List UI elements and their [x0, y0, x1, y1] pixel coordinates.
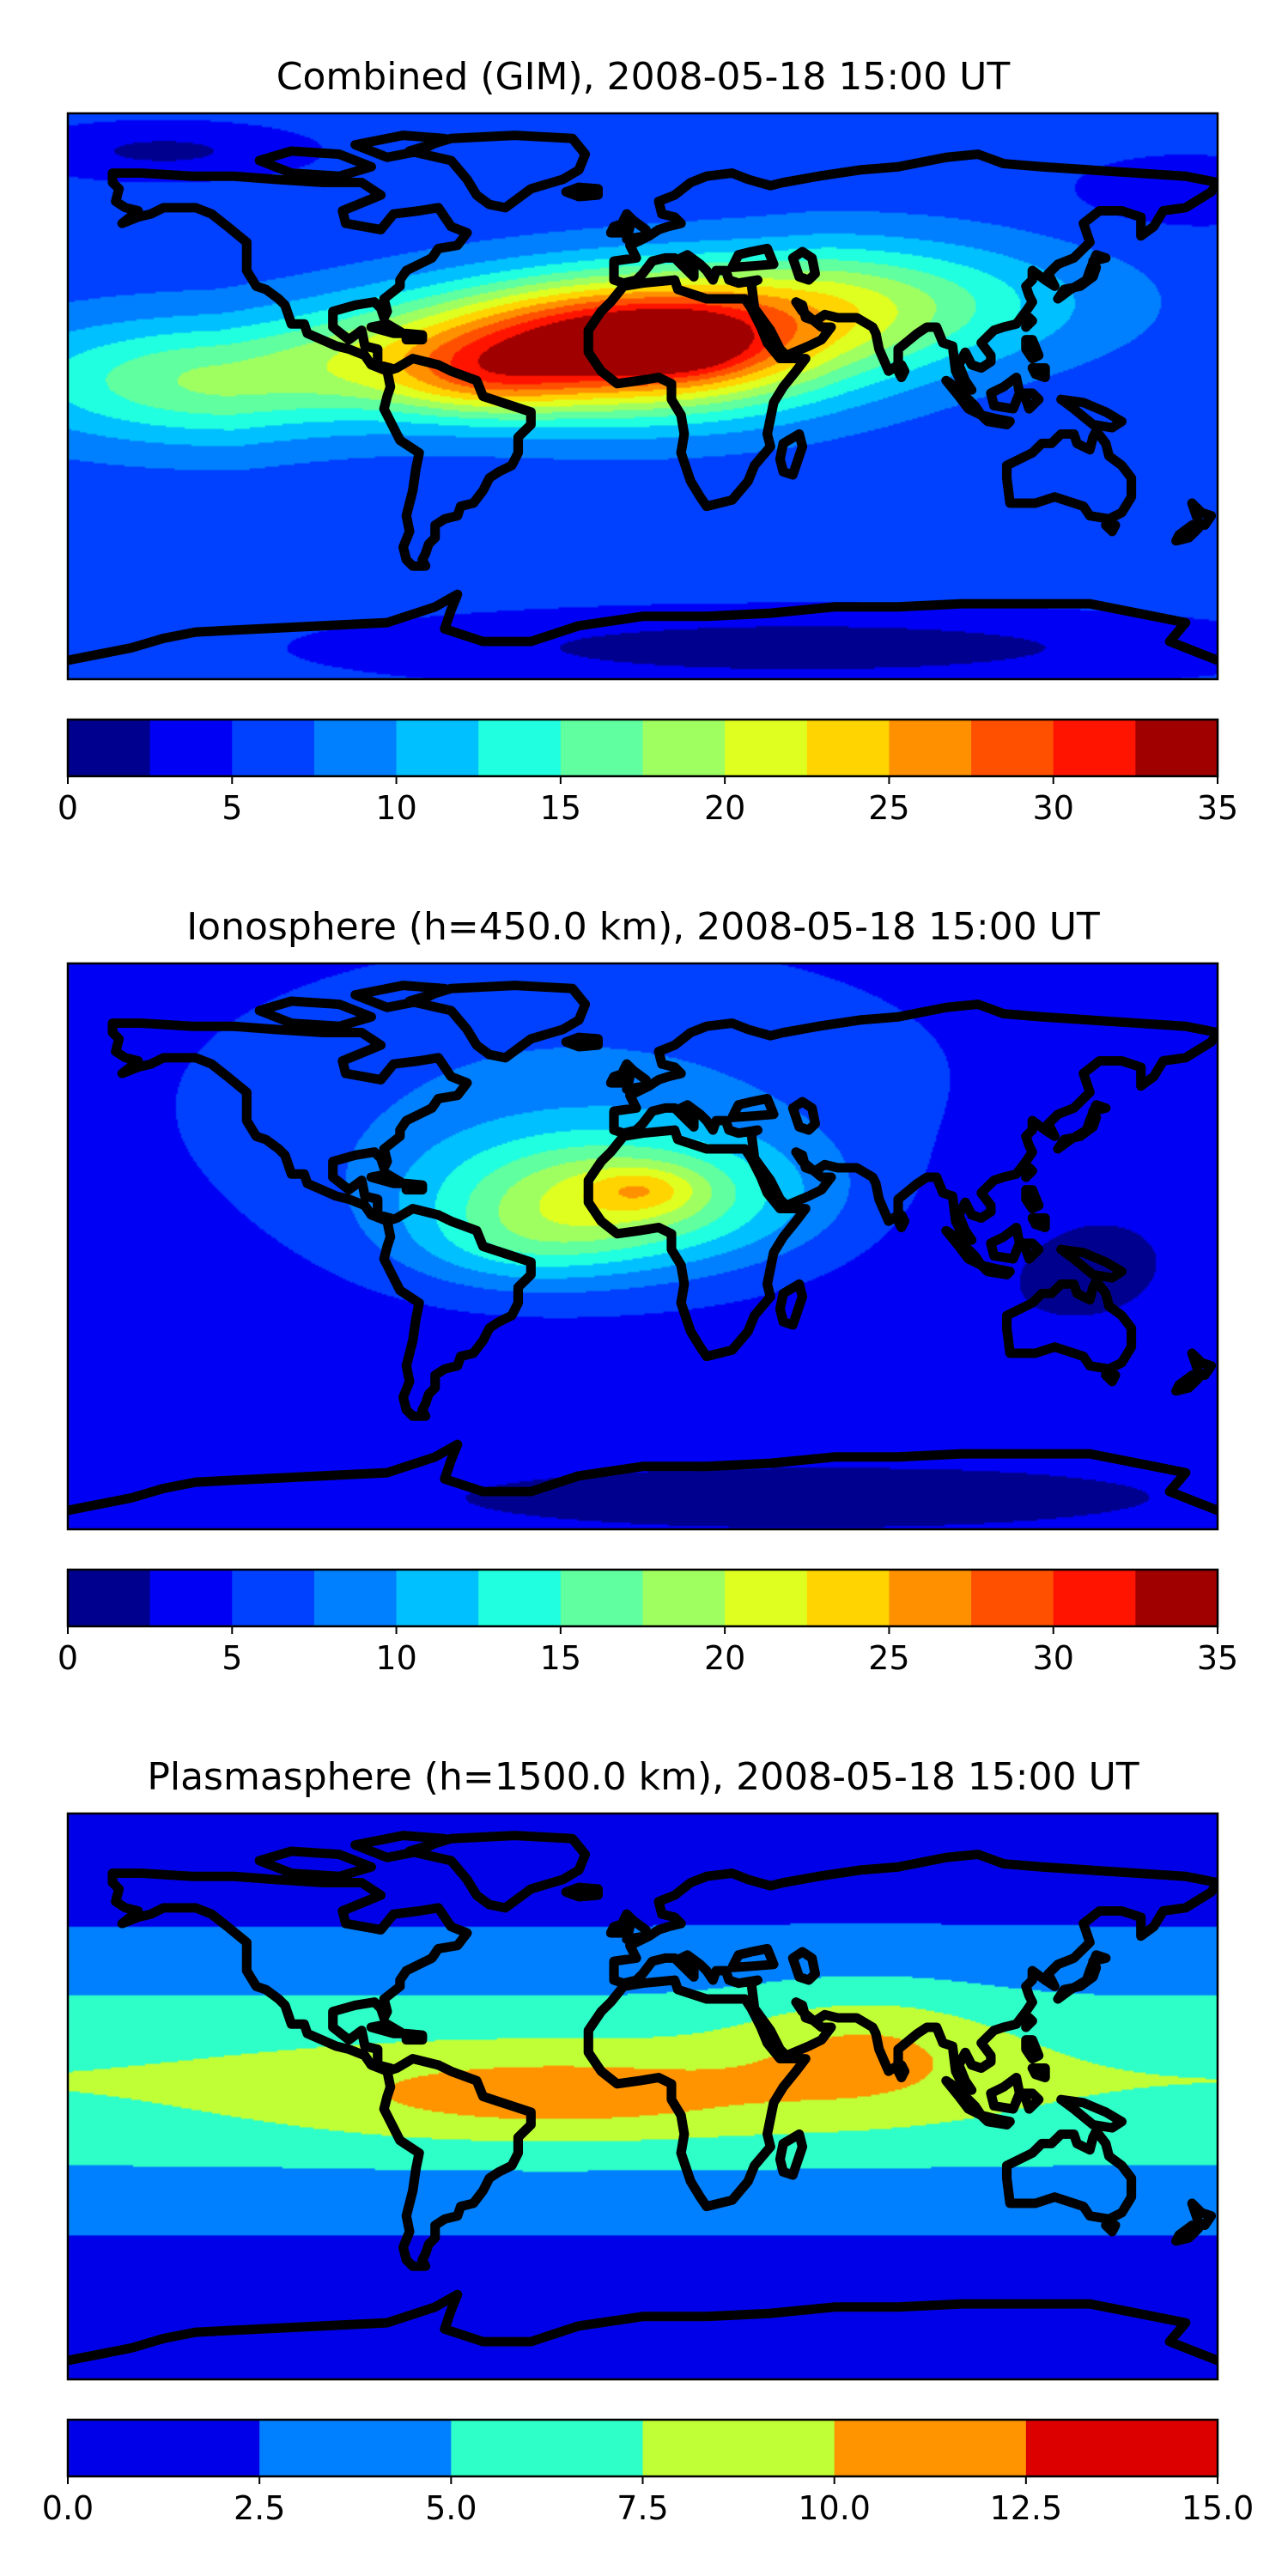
colorbar-plasmasphere-segment-2 [451, 2420, 644, 2476]
tec-heatmap-ionosphere [68, 963, 1218, 1529]
colorbar-plasmasphere-tick-label-6: 15.0 [1182, 2489, 1255, 2527]
map-plasmasphere [68, 1814, 1218, 2379]
colorbar-plasmasphere-tick-label-3: 7.5 [617, 2489, 668, 2527]
colorbar-ionosphere-tick-label-3: 15 [540, 1639, 581, 1677]
colorbar-plasmasphere-segment-1 [259, 2420, 452, 2476]
colorbar-combined-tick-label-4: 20 [704, 789, 745, 827]
colorbar-combined-segment-1 [149, 720, 233, 776]
tec-heatmap-plasmasphere [68, 1814, 1218, 2379]
colorbar-combined-segment-4 [396, 720, 479, 776]
panel-title-plasmasphere: Plasmasphere (h=1500.0 km), 2008-05-18 1… [147, 1755, 1139, 1799]
colorbar-combined-segment-5 [478, 720, 562, 776]
map-frame-combined [66, 112, 1219, 681]
map-ionosphere [68, 963, 1218, 1529]
colorbar-ionosphere-tick-label-1: 5 [222, 1639, 242, 1677]
colorbar-ionosphere-segment-0 [68, 1570, 151, 1626]
colorbar-ionosphere-tick-label-7: 35 [1197, 1639, 1238, 1677]
panel-title-ionosphere: Ionosphere (h=450.0 km), 2008-05-18 15:0… [186, 905, 1100, 949]
colorbar-plasmasphere-segment-0 [68, 2420, 260, 2476]
colorbar-ionosphere-segment-10 [889, 1570, 972, 1626]
colorbar-ionosphere-tick-label-4: 20 [704, 1639, 745, 1677]
colorbar-combined-segment-0 [68, 720, 151, 776]
colorbar-plasmasphere-segment-5 [1025, 2420, 1218, 2476]
colorbar-ionosphere-segment-12 [1053, 1570, 1136, 1626]
colorbar-ionosphere-tick-label-0: 0 [58, 1639, 78, 1677]
colorbar-ionosphere-segment-2 [232, 1570, 315, 1626]
colorbar-plasmasphere-segment-4 [834, 2420, 1027, 2476]
colorbar-combined-segment-7 [642, 720, 726, 776]
colorbar-combined-tick-label-2: 10 [375, 789, 416, 827]
colorbar-combined-segment-12 [1053, 720, 1136, 776]
colorbar-ionosphere-tick-label-6: 30 [1033, 1639, 1074, 1677]
colorbar-plasmasphere-tick-label-0: 0.0 [42, 2489, 94, 2527]
map-frame-ionosphere [66, 962, 1219, 1531]
colorbar-combined-segment-6 [560, 720, 644, 776]
colorbar-ionosphere-segment-8 [725, 1570, 808, 1626]
colorbar-ionosphere-segment-3 [313, 1570, 398, 1626]
colorbar-ionosphere-segment-7 [642, 1570, 726, 1626]
colorbar-ionosphere-segment-4 [396, 1570, 479, 1626]
colorbar-combined-frame [66, 718, 1219, 778]
colorbar-plasmasphere-tick-label-4: 10.0 [798, 2489, 871, 2527]
tec-heatmap-combined [68, 113, 1218, 679]
colorbar-plasmasphere-tick-label-5: 12.5 [990, 2489, 1063, 2527]
colorbar-combined-tick-label-5: 25 [868, 789, 909, 827]
colorbar-ionosphere-segment-11 [971, 1570, 1054, 1626]
colorbar-combined-tick-label-3: 15 [540, 789, 581, 827]
colorbar-combined-tick-label-6: 30 [1033, 789, 1074, 827]
colorbar-combined-segment-10 [889, 720, 972, 776]
colorbar-ionosphere-tick-label-5: 25 [868, 1639, 909, 1677]
colorbar-ionosphere-segment-9 [806, 1570, 890, 1626]
map-frame-plasmasphere [66, 1812, 1219, 2381]
colorbar-combined-tick-label-0: 0 [58, 789, 78, 827]
colorbar-plasmasphere-segment-3 [642, 2420, 835, 2476]
panel-title-combined: Combined (GIM), 2008-05-18 15:00 UT [276, 55, 1011, 99]
colorbar-ionosphere: 0 5 10 15 20 25 30 35 [58, 1568, 1238, 1677]
colorbar-combined-segment-11 [971, 720, 1054, 776]
colorbar-ionosphere-segment-1 [149, 1570, 233, 1626]
colorbar-ionosphere-segment-5 [478, 1570, 562, 1626]
colorbar-ionosphere-tick-label-2: 10 [375, 1639, 416, 1677]
colorbar-ionosphere-segment-6 [560, 1570, 644, 1626]
colorbar-combined-segment-8 [725, 720, 808, 776]
colorbar-combined: 0 5 10 15 20 25 30 35 [58, 718, 1238, 827]
colorbar-plasmasphere-tick-label-2: 5.0 [425, 2489, 477, 2527]
colorbar-combined-segment-3 [313, 720, 398, 776]
colorbar-plasmasphere: 0.0 2.5 5.0 7.5 10.0 12.5 15.0 [42, 2418, 1255, 2527]
colorbar-plasmasphere-tick-label-1: 2.5 [234, 2489, 285, 2527]
colorbar-combined-segment-2 [232, 720, 315, 776]
colorbar-combined-tick-label-7: 35 [1197, 789, 1238, 827]
colorbar-ionosphere-segment-13 [1135, 1570, 1218, 1626]
colorbar-combined-segment-13 [1135, 720, 1218, 776]
colorbar-combined-segment-9 [806, 720, 890, 776]
map-combined [68, 113, 1218, 679]
colorbar-ionosphere-frame [66, 1568, 1219, 1628]
colorbar-combined-tick-label-1: 5 [222, 789, 242, 827]
